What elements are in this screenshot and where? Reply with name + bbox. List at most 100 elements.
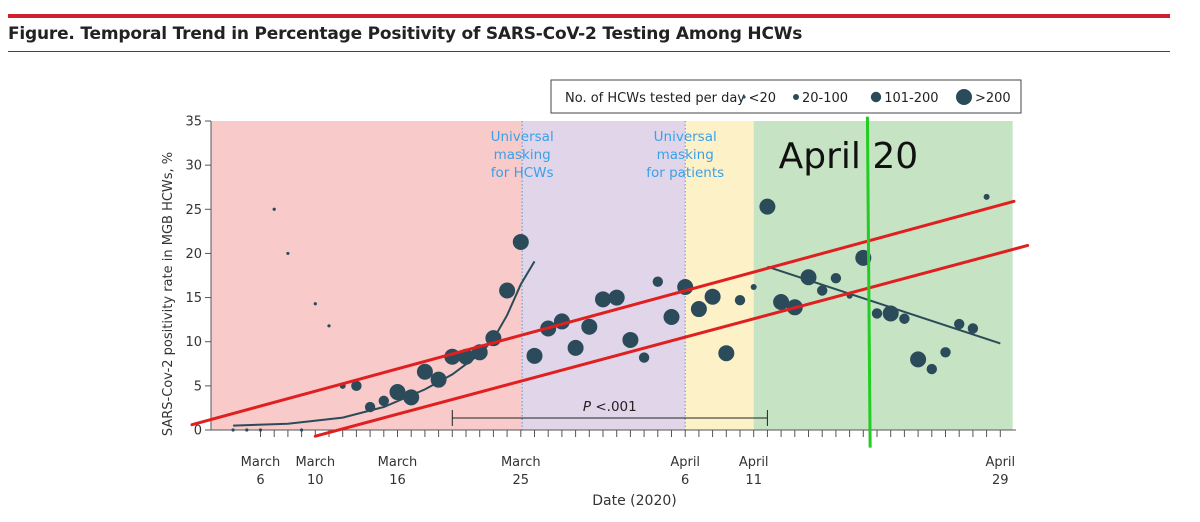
- y-axis-label: SARS-Cov-2 positivity rate in MGB HCWs, …: [161, 152, 176, 436]
- data-point-day-13: [351, 380, 362, 392]
- region-label-2-line-3: for patients: [646, 165, 724, 181]
- data-point-day-11: [327, 324, 331, 328]
- data-point-day-19: [430, 371, 447, 388]
- data-point-day-35: [652, 276, 663, 287]
- title-divider: [8, 51, 1170, 52]
- legend-label-2: 20-100: [802, 91, 848, 106]
- data-point-day-5: [245, 428, 249, 432]
- legend-label-3: 101-200: [884, 91, 938, 106]
- x-tick-label-march-10-day: 10: [307, 473, 324, 488]
- data-point-day-40: [718, 345, 735, 362]
- data-point-day-18: [416, 363, 433, 380]
- data-point-day-17: [403, 389, 420, 406]
- data-point-day-15: [378, 395, 389, 407]
- x-tick-label-april-29: April: [985, 455, 1015, 470]
- red-trend-line-1: [190, 199, 1016, 427]
- data-point-day-48: [830, 272, 842, 284]
- data-point-day-36: [663, 308, 680, 325]
- x-tick-label-april-11-day: 11: [745, 473, 762, 488]
- data-point-day-52: [882, 305, 899, 322]
- data-point-day-24: [499, 282, 516, 299]
- data-point-day-33: [622, 331, 639, 348]
- data-point-day-47: [817, 285, 828, 296]
- data-point-day-53: [899, 313, 910, 324]
- x-tick-label-march-25-day: 25: [513, 473, 530, 488]
- region-label-1-line-2: masking: [494, 147, 551, 163]
- data-point-day-7: [272, 207, 276, 211]
- x-tick-label-april-6: April: [670, 455, 700, 470]
- data-point-day-29: [567, 339, 584, 356]
- x-tick-label-april-11: April: [739, 455, 769, 470]
- data-point-day-39: [704, 288, 721, 305]
- x-tick-label-april-6-day: 6: [681, 473, 689, 488]
- data-point-day-14: [364, 401, 376, 413]
- region-label-2-line-1: Universal: [654, 129, 717, 145]
- y-tick-label-25: 25: [185, 203, 202, 218]
- legend-marker-4: [956, 89, 972, 105]
- data-point-day-16: [389, 384, 406, 401]
- green-date-line: [865, 116, 872, 448]
- region-band-2: [522, 121, 686, 430]
- data-point-day-31: [595, 291, 611, 308]
- data-point-day-4: [231, 428, 235, 432]
- legend-label-4: >200: [975, 91, 1011, 106]
- y-tick-label-0: 0: [194, 424, 202, 439]
- data-point-day-6: [258, 428, 263, 432]
- data-point-day-30: [581, 318, 598, 335]
- pvalue-label: P <.001: [583, 399, 637, 415]
- pvalue-text: <.001: [591, 399, 637, 415]
- data-point-day-44: [773, 293, 790, 310]
- data-point-day-46: [800, 269, 817, 286]
- region-band-1: [211, 121, 523, 430]
- data-point-day-9: [300, 428, 304, 432]
- data-point-day-25: [512, 233, 529, 250]
- data-point-day-26: [526, 347, 543, 364]
- data-point-day-58: [967, 323, 979, 334]
- trend-fit-early: [233, 260, 536, 427]
- x-tick-label-march-25: March: [501, 455, 541, 470]
- figure-title: Figure. Temporal Trend in Percentage Pos…: [8, 24, 803, 44]
- data-point-day-10: [313, 302, 317, 306]
- red-trend-line-2: [313, 243, 1030, 438]
- x-tick-label-march-10: March: [295, 455, 335, 470]
- data-point-day-43: [759, 198, 776, 215]
- y-tick-label-15: 15: [185, 291, 202, 306]
- april-20-annotation: April 20: [779, 136, 919, 177]
- region-label-2-line-2: masking: [657, 147, 714, 163]
- data-point-day-56: [940, 347, 951, 358]
- title-accent-bar: [8, 14, 1170, 18]
- x-tick-label-april-29-day: 29: [992, 473, 1009, 488]
- legend-label-1: <20: [749, 91, 776, 106]
- data-point-day-51: [871, 308, 883, 319]
- data-point-day-32: [608, 289, 625, 306]
- x-axis-label: Date (2020): [592, 493, 676, 509]
- data-point-day-38: [690, 301, 707, 318]
- legend-marker-3: [870, 91, 882, 103]
- legend-marker-2: [793, 94, 799, 100]
- legend: No. of HCWs tested per day <20 20-100 101-2…: [550, 79, 1022, 114]
- y-tick-label-5: 5: [194, 379, 202, 394]
- x-tick-label-march-16-day: 16: [389, 473, 406, 488]
- y-tick-label-35: 35: [185, 115, 202, 130]
- region-label-1-line-1: Universal: [491, 129, 554, 145]
- x-tick-label-march-16: March: [378, 455, 418, 470]
- data-point-day-34: [638, 352, 650, 363]
- data-point-day-57: [954, 318, 965, 330]
- y-tick-label-30: 30: [185, 159, 202, 174]
- pvalue-prefix: P: [583, 399, 592, 415]
- y-tick-label-10: 10: [185, 335, 202, 350]
- x-tick-label-march-6-day: 6: [256, 473, 264, 488]
- y-tick-label-20: 20: [185, 247, 202, 262]
- legend-title: No. of HCWs tested per day: [565, 91, 745, 106]
- legend-marker-1: [742, 95, 746, 99]
- data-point-day-59: [983, 193, 990, 200]
- data-point-day-54: [910, 351, 927, 368]
- x-tick-label-march-6: March: [241, 455, 281, 470]
- data-point-day-55: [926, 363, 937, 375]
- data-point-day-41: [734, 295, 746, 306]
- legend-box: [550, 79, 1022, 114]
- data-point-day-8: [286, 251, 290, 256]
- data-point-day-42: [750, 283, 757, 290]
- region-label-1-line-3: for HCWs: [491, 165, 554, 181]
